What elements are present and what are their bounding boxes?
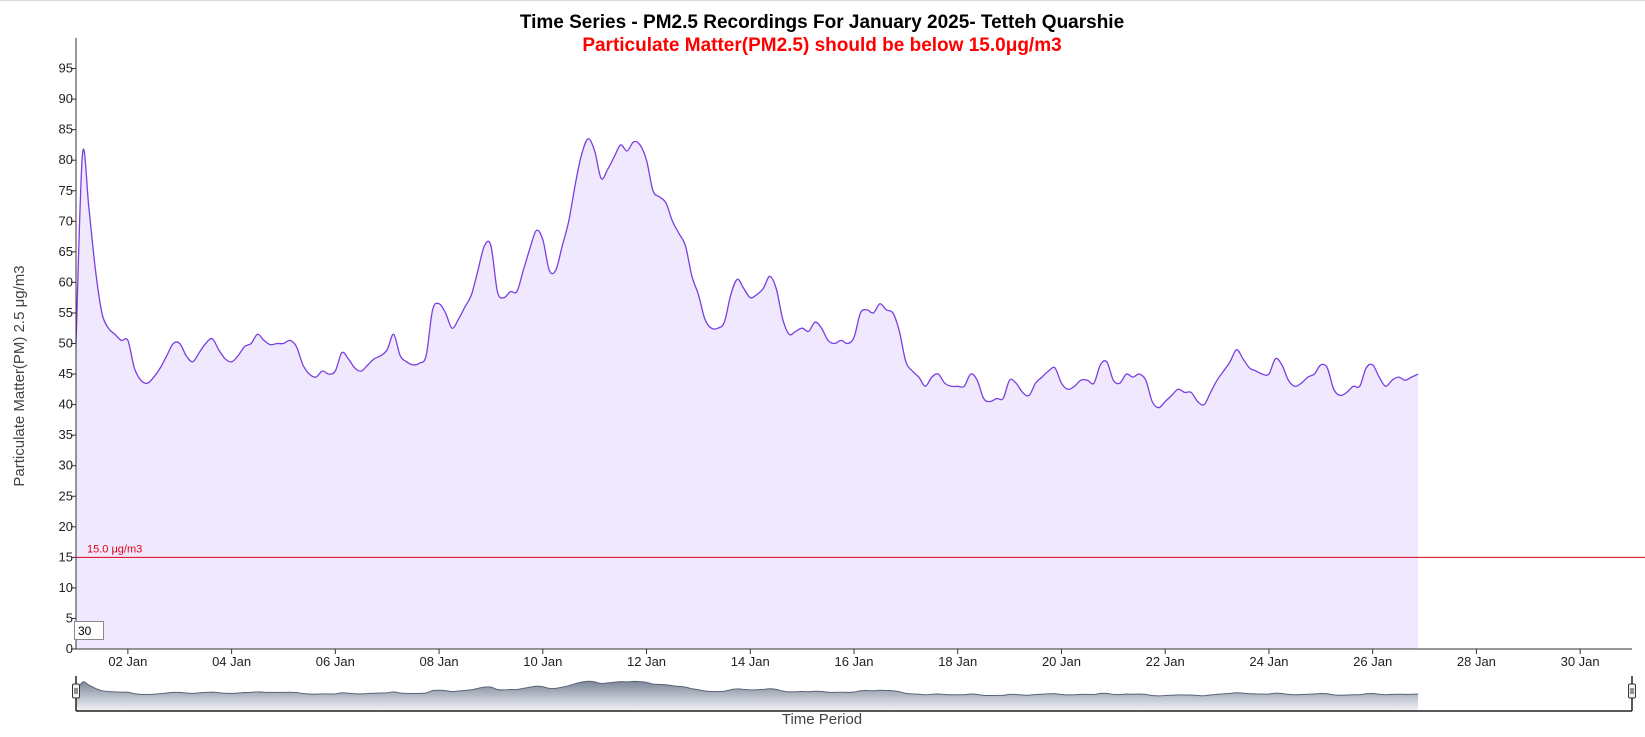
y-tick-label: 40: [59, 397, 73, 412]
y-tick-label: 70: [59, 213, 73, 228]
y-tick-label: 0: [66, 641, 73, 656]
x-tick-label: 10 Jan: [523, 654, 562, 669]
threshold-layer: 15.0 μg/m3: [76, 543, 1645, 558]
y-tick-label: 65: [59, 244, 73, 259]
x-tick-label: 24 Jan: [1249, 654, 1288, 669]
x-tick-label: 28 Jan: [1457, 654, 1496, 669]
area-layer: [75, 138, 1419, 650]
y-tick-label: 5: [66, 610, 73, 625]
x-tick-label: 18 Jan: [938, 654, 977, 669]
x-tick-label: 12 Jan: [627, 654, 666, 669]
y-axis-title: Particulate Matter(PM) 2.5 μg/m3: [11, 265, 28, 486]
x-tick-label: 02 Jan: [108, 654, 147, 669]
y-tick-label: 45: [59, 366, 73, 381]
y-axis-ticks: 0 5 10 15 20 25 30 35 40 45 50 55 60 65 70 75 80 85 90 95: [59, 61, 76, 656]
x-tick-label: 04 Jan: [212, 654, 251, 669]
y-tick-label: 20: [59, 519, 73, 534]
x-tick-label: 20 Jan: [1042, 654, 1081, 669]
series-area-fill: [76, 138, 1419, 650]
chart-title: Time Series - PM2.5 Recordings For Janua…: [520, 12, 1124, 33]
x-tick-label: 06 Jan: [316, 654, 355, 669]
range-navigator[interactable]: [72, 676, 1636, 712]
navigator-line: [75, 680, 1419, 697]
threshold-label: 15.0 μg/m3: [87, 543, 142, 555]
y-tick-label: 55: [59, 305, 73, 320]
x-tick-label: 22 Jan: [1146, 654, 1185, 669]
y-tick-label: 90: [59, 91, 73, 106]
y-tick-label: 25: [59, 488, 73, 503]
x-tick-label: 30 Jan: [1561, 654, 1600, 669]
y-tick-label: 60: [59, 274, 73, 289]
y-tick-label: 75: [59, 183, 73, 198]
x-tick-label: 16 Jan: [834, 654, 873, 669]
chart-subtitle: Particulate Matter(PM2.5) should be belo…: [582, 35, 1061, 56]
y-tick-label: 15: [59, 549, 73, 564]
x-axis-ticks: 02 Jan 04 Jan 06 Jan 08 Jan 10 Jan 12 Jan 14 J…: [108, 649, 1600, 669]
navigator-right-handle[interactable]: [1628, 683, 1636, 699]
y-tick-label: 35: [59, 427, 73, 442]
x-tick-label: 14 Jan: [731, 654, 770, 669]
y-tick-label: 30: [59, 458, 73, 473]
y-tick-label: 95: [59, 61, 73, 76]
y-tick-label: 10: [59, 580, 73, 595]
y-tick-label: 80: [59, 152, 73, 167]
zoom-window-input[interactable]: 30: [74, 621, 104, 640]
x-axis-title: Time Period: [782, 711, 862, 728]
top-rule: [0, 0, 1645, 1]
navigator-left-handle[interactable]: [72, 683, 80, 699]
y-tick-label: 85: [59, 122, 73, 137]
x-tick-label: 26 Jan: [1353, 654, 1392, 669]
x-tick-label: 08 Jan: [420, 654, 459, 669]
y-tick-label: 50: [59, 336, 73, 351]
series-line: [75, 138, 1419, 409]
navigator-area: [76, 681, 1419, 711]
